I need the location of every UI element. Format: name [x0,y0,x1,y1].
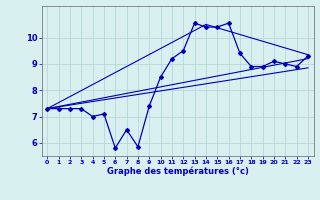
X-axis label: Graphe des températures (°c): Graphe des températures (°c) [107,167,249,176]
